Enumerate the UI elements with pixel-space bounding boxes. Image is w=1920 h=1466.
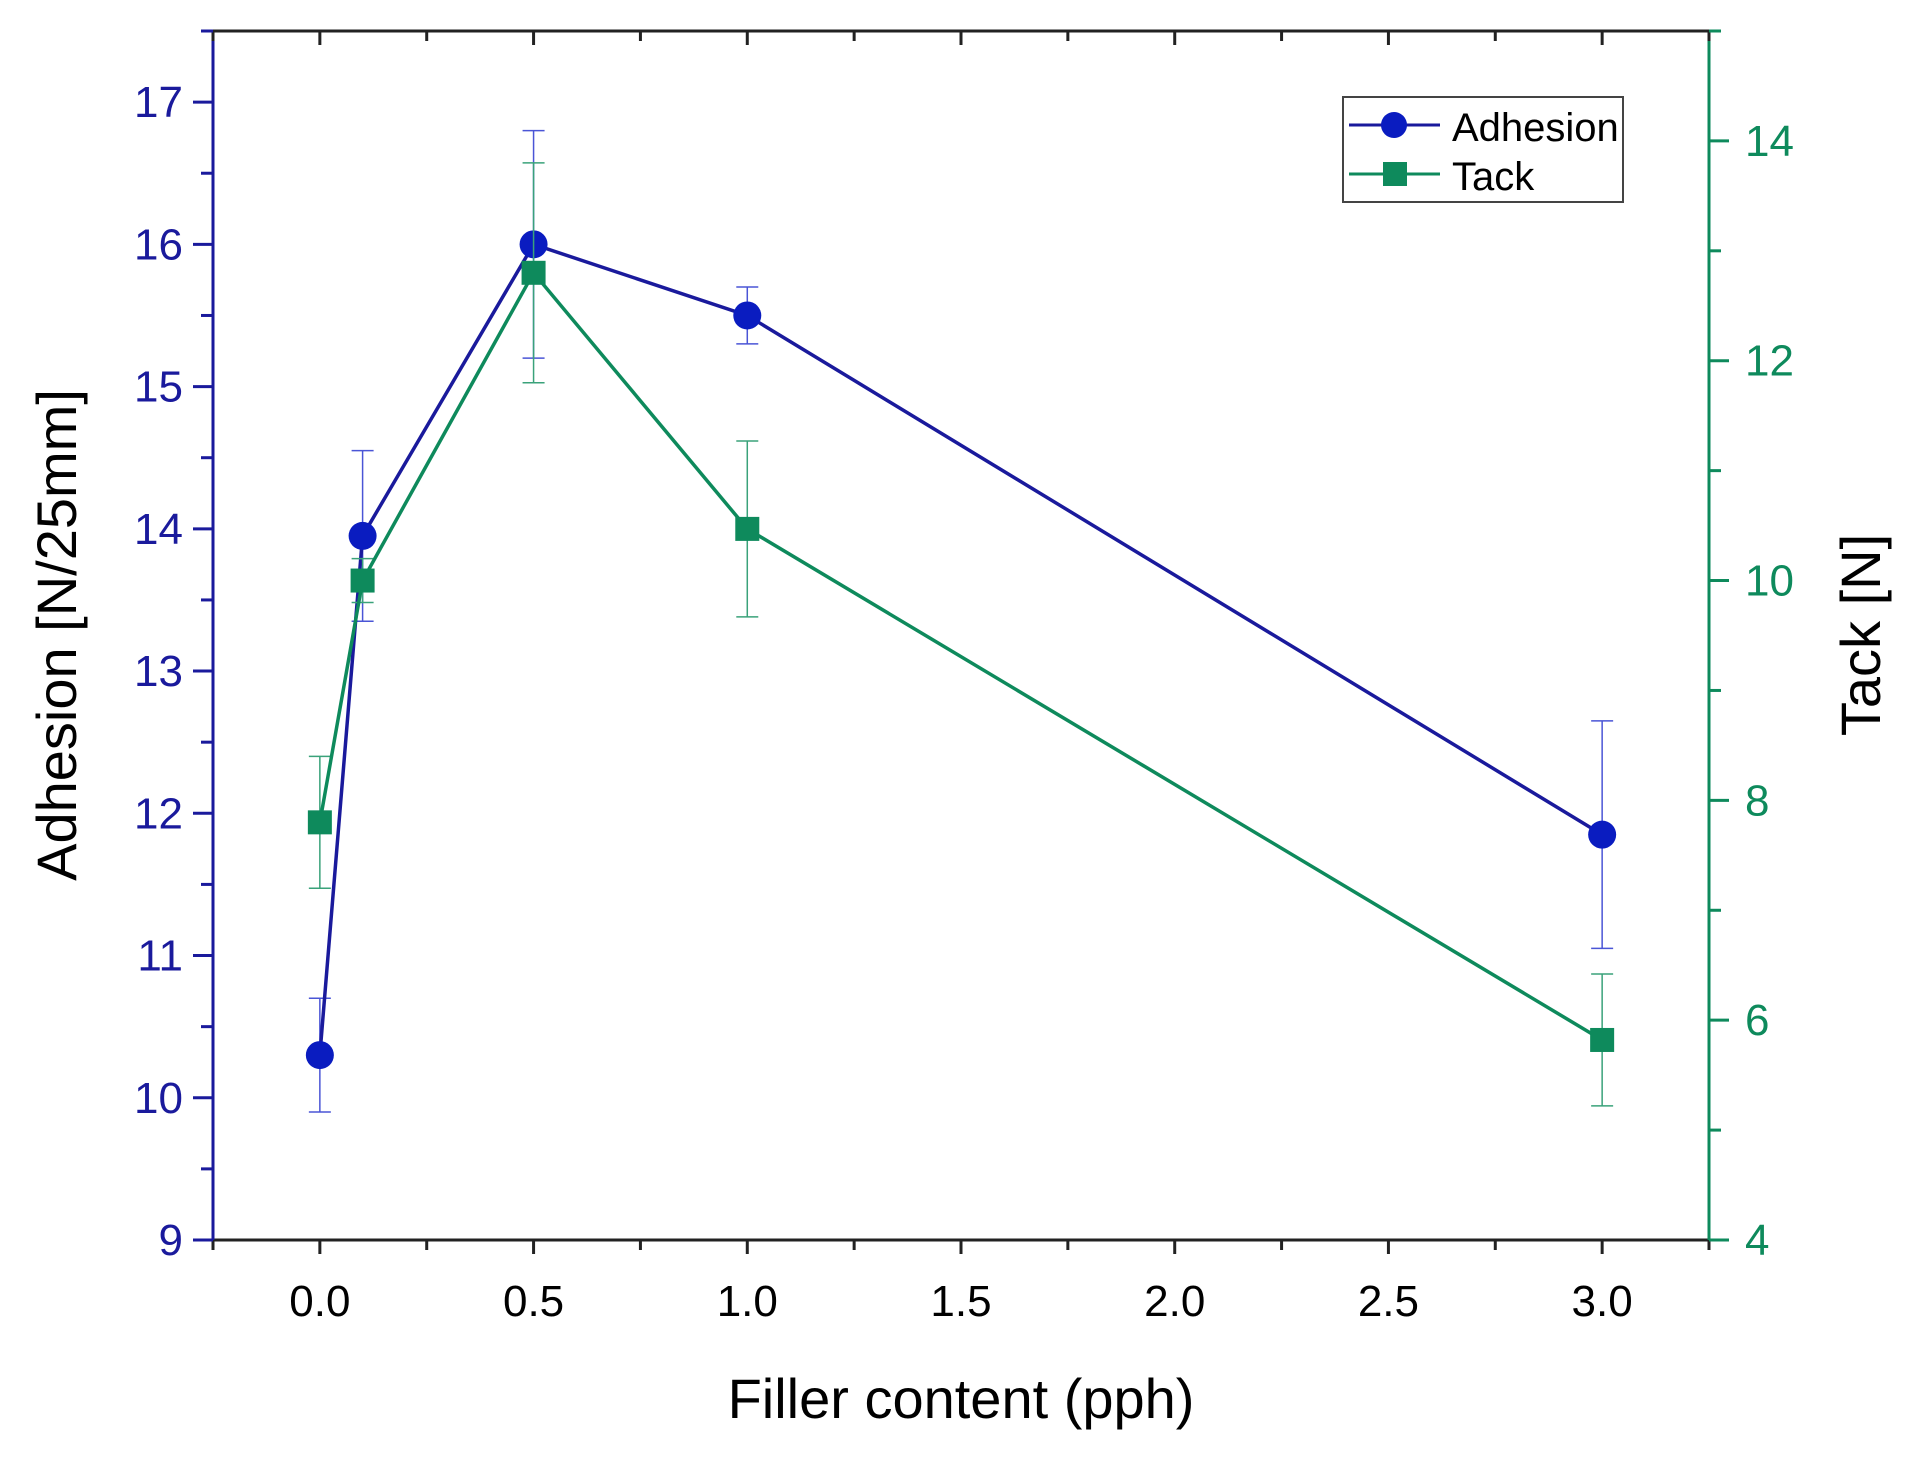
- y2-axis-title: Tack [N]: [1829, 534, 1892, 736]
- y-tick-label: 15: [134, 363, 183, 412]
- y-tick-label: 11: [137, 932, 183, 981]
- y-tick-label: 16: [134, 220, 183, 269]
- tack-point: [350, 568, 375, 593]
- x-tick-label: 0.5: [503, 1277, 564, 1326]
- legend-adhesion-label: Adhesion: [1452, 106, 1619, 150]
- tack-point: [735, 516, 760, 541]
- x-tick-label: 2.5: [1358, 1277, 1419, 1326]
- x-axis-title: Filler content (pph): [728, 1367, 1195, 1430]
- tack-point: [1590, 1027, 1615, 1052]
- plot-area: 0.0 0.5 1.0 1.5 2.0 2.5 3.0 9 10 11 12 13 14 15 16 17 4 6…: [134, 29, 1794, 1326]
- y-tick-label: 17: [134, 78, 183, 127]
- y2-tick-label: 10: [1745, 557, 1794, 606]
- tack-line: [318, 269, 1604, 1042]
- y-axis-title: Adhesion [N/25mm]: [25, 389, 88, 881]
- adhesion-point: [733, 301, 762, 330]
- adhesion-point: [305, 1041, 334, 1070]
- legend-tack-label: Tack: [1452, 155, 1535, 199]
- x-tick-label: 0.0: [289, 1277, 350, 1326]
- adhesion-point: [348, 521, 377, 550]
- y2-tick-label: 6: [1745, 996, 1769, 1045]
- y-tick-label: 12: [134, 789, 183, 838]
- y2-tick-label: 4: [1745, 1216, 1769, 1265]
- y-tick-label: 13: [134, 647, 183, 696]
- legend: Adhesion Tack: [1342, 96, 1624, 203]
- legend-tack-marker: [1383, 162, 1407, 186]
- y2-tick-label: 8: [1745, 776, 1769, 825]
- y2-tick-label: 12: [1745, 337, 1794, 386]
- x-tick-label: 2.0: [1144, 1277, 1205, 1326]
- adhesion-line: [318, 242, 1604, 1056]
- tack-point: [307, 810, 332, 835]
- y-tick-label: 10: [134, 1074, 183, 1123]
- y-tick-label: 9: [159, 1216, 183, 1265]
- legend-adhesion-marker: [1381, 112, 1407, 138]
- adhesion-point: [1588, 820, 1617, 849]
- y2-tick-label: 14: [1745, 117, 1794, 166]
- tack-point: [521, 260, 546, 285]
- y-tick-label: 14: [134, 505, 183, 554]
- x-tick-label: 1.5: [930, 1277, 991, 1326]
- x-tick-label: 3.0: [1572, 1277, 1633, 1326]
- x-tick-label: 1.0: [717, 1277, 778, 1326]
